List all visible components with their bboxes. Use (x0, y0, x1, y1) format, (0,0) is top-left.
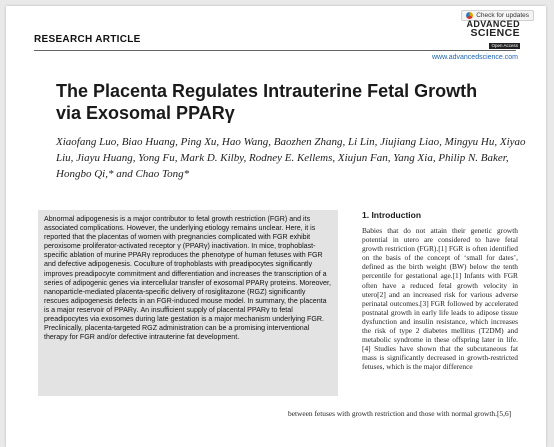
check-for-updates-badge[interactable]: Check for updates (461, 10, 534, 21)
logo-line-1: ADVANCED (466, 19, 520, 29)
introduction-column: Babies that do not attain their genetic … (362, 226, 518, 372)
crossmark-icon (466, 12, 474, 19)
abstract-box: Abnormal adipogenesis is a major contrib… (38, 210, 338, 396)
journal-url[interactable]: www.advancedscience.com (432, 54, 518, 61)
article-page: Check for updates RESEARCH ARTICLE ADVAN… (6, 6, 546, 447)
section-label: RESEARCH ARTICLE (34, 34, 141, 45)
journal-logo: ADVANCED SCIENCE Open Access (466, 20, 520, 49)
logo-line-2: SCIENCE (470, 27, 520, 39)
header-divider (34, 50, 516, 51)
introduction-continuation: between fetuses with growth restriction … (288, 409, 512, 418)
logo-line-3: Open Access (489, 43, 520, 49)
section-heading-introduction: 1. Introduction (362, 210, 422, 220)
article-title: The Placenta Regulates Intrauterine Feta… (56, 81, 478, 123)
author-list: Xiaofang Luo, Biao Huang, Ping Xu, Hao W… (56, 136, 526, 180)
check-for-updates-label: Check for updates (476, 12, 529, 19)
